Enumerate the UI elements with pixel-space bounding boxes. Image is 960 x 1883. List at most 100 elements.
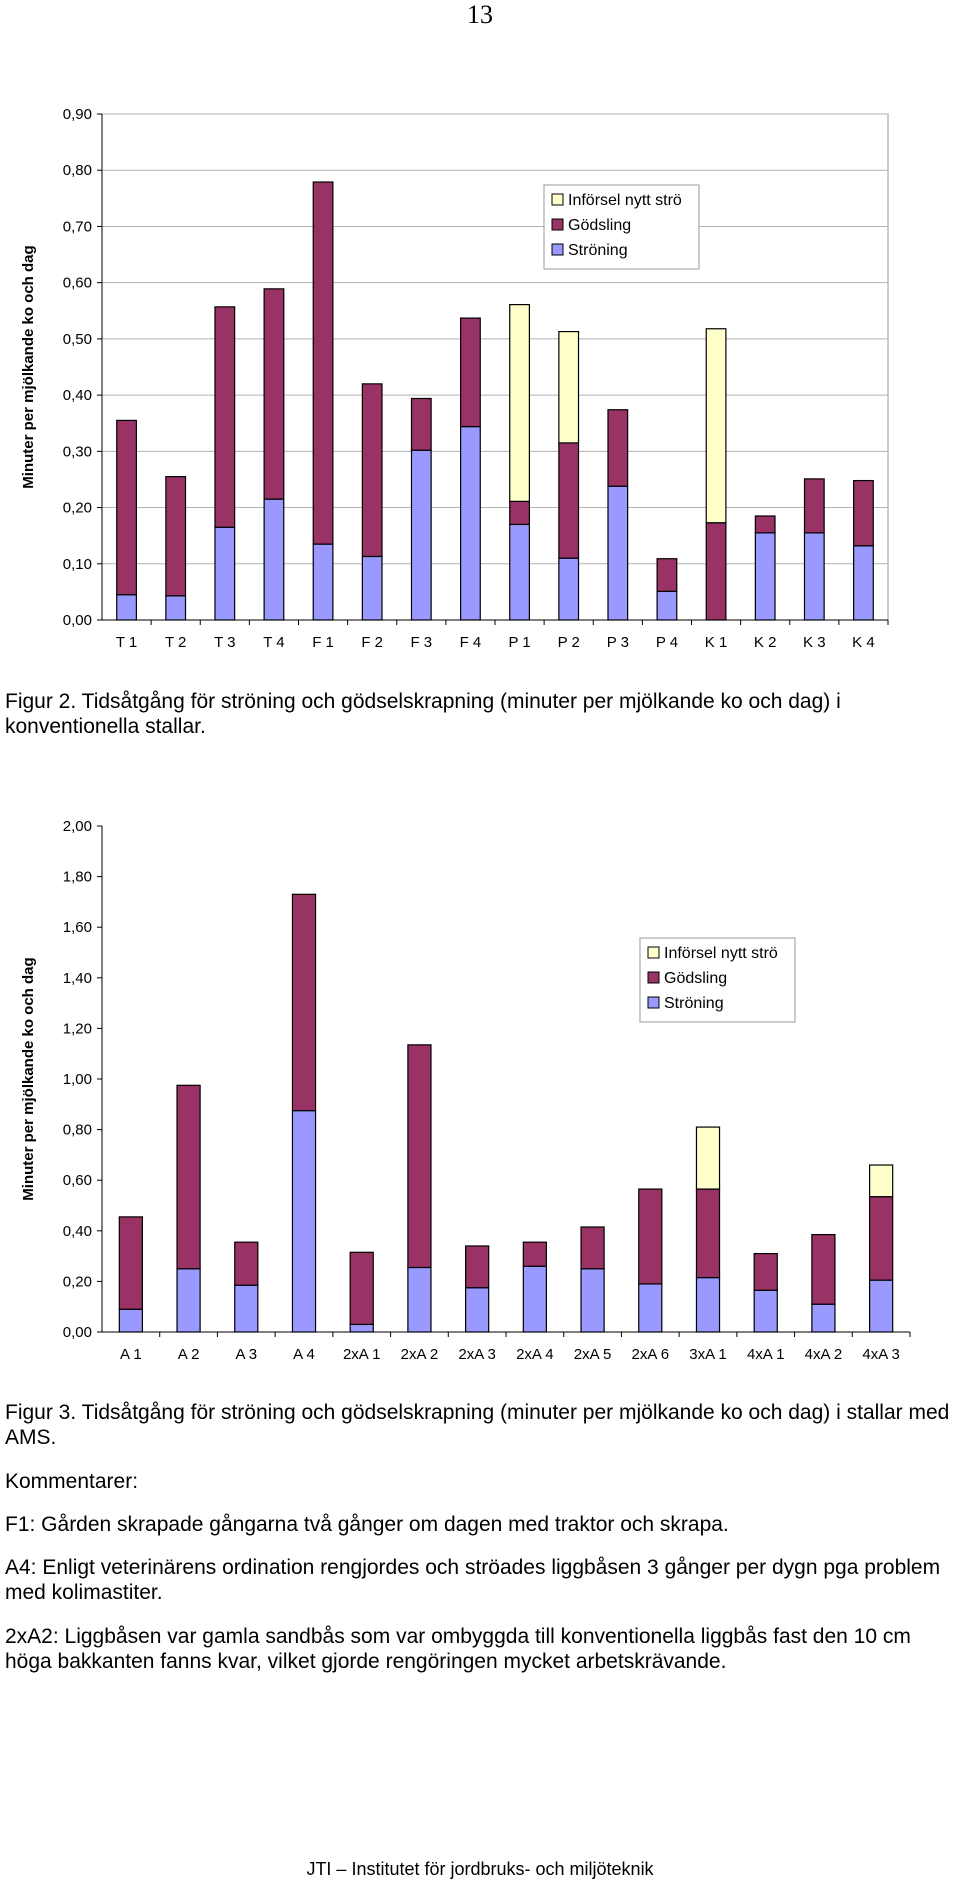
x-tick-label: A 4 [293,1346,315,1363]
x-tick-label: T 2 [165,634,186,651]
legend-swatch [647,946,660,959]
bar-segment-gödsling [580,1226,605,1270]
bar-segment-gödsling [695,1188,721,1279]
y-tick-label: 0,50 [63,331,92,348]
bar-segment-ströning [868,1279,894,1333]
y-tick-label: 0,80 [63,162,92,179]
y-tick-label: 0,60 [63,1172,92,1189]
bar-segment-gödsling [263,288,285,500]
figure-3-caption: Figur 3. Tidsåtgång för ströning och göd… [5,1401,950,1449]
y-tick-label: 0,30 [63,443,92,460]
bar-segment-gödsling [234,1241,259,1286]
bar-segment-gödsling [361,383,383,558]
bar-segment-gödsling [705,522,727,621]
x-tick-label: F 4 [460,634,482,651]
legend-box [543,184,700,270]
y-tick-label: 0,20 [63,500,92,517]
bar-segment-gödsling [312,181,334,545]
bar-segment-gödsling [853,479,874,547]
bar-segment-ströning [263,498,285,621]
bar-segment-gödsling [754,515,776,534]
x-tick-label: K 3 [803,634,826,651]
bar-segment-gödsling [753,1252,778,1291]
bar-segment-ströning [853,545,874,621]
bar-segment-ströning [410,449,432,621]
x-tick-label: 2xA 3 [458,1346,496,1363]
bar-segment-ströning [522,1265,547,1333]
y-tick-label: 1,80 [63,869,92,886]
bar-segment-gödsling [638,1188,663,1285]
y-tick-label: 1,40 [63,970,92,987]
x-tick-label: 3xA 1 [689,1346,727,1363]
x-tick-label: 2xA 2 [401,1346,439,1363]
x-tick-label: F 2 [361,634,383,651]
bar-segment-ströning [580,1268,605,1333]
y-axis-title: Minuter per mjölkande ko och dag [20,245,37,488]
bar-segment-ströning [460,425,481,621]
y-axis-title: Minuter per mjölkande ko och dag [20,957,37,1200]
x-tick-label: K 4 [852,634,875,651]
comments-heading: Kommentarer: [5,1470,139,1493]
comment-2xa2: 2xA2: Liggbåsen var gamla sandbås som va… [5,1625,911,1673]
bar-segment-gödsling [116,419,137,596]
bar-segment-ströning [312,543,334,621]
bar-segment-ströning [349,1323,374,1333]
bar-segment-införsel-nytt-strö [695,1126,721,1190]
y-tick-label: 0,10 [63,556,92,573]
legend-swatch [551,243,564,256]
bar-segment-införsel-nytt-strö [868,1164,894,1198]
x-tick-label: A 1 [120,1346,142,1363]
x-tick-label: F 3 [410,634,432,651]
x-tick-label: F 1 [312,634,334,651]
bar-segment-gödsling [522,1241,547,1267]
bar-segment-ströning [165,595,187,621]
bar-segment-införsel-nytt-strö [558,330,580,444]
y-tick-label: 0,00 [63,612,92,629]
legend-label: Införsel nytt strö [568,192,682,209]
bar-segment-ströning [116,594,137,621]
y-tick-label: 1,20 [63,1020,92,1037]
x-tick-label: P 1 [508,634,530,651]
x-tick-label: 2xA 4 [516,1346,554,1363]
legend-label: Ströning [568,242,628,259]
y-tick-label: 0,80 [63,1122,92,1139]
bar-segment-ströning [214,526,236,621]
bar-segment-ströning [407,1266,432,1333]
x-tick-label: P 3 [607,634,629,651]
figure-2-caption: Figur 2. Tidsåtgång för ströning och göd… [5,690,841,738]
bar-segment-ströning [811,1303,836,1333]
bar-segment-gödsling [811,1233,836,1305]
y-tick-label: 0,00 [63,1324,92,1341]
legend-swatch [551,218,564,231]
x-tick-label: 2xA 6 [632,1346,670,1363]
bar-segment-ströning [558,557,580,621]
bar-segment-ströning [638,1283,663,1333]
y-tick-label: 0,70 [63,218,92,235]
bar-segment-gödsling [460,317,481,428]
legend-swatch [647,996,660,1009]
legend-label: Gödsling [568,217,631,234]
x-tick-label: 4xA 2 [805,1346,843,1363]
y-tick-label: 1,00 [63,1071,92,1088]
bar-segment-ströning [361,555,383,621]
y-tick-label: 0,40 [63,387,92,404]
bar-segment-gödsling [868,1196,894,1281]
bar-segment-ströning [176,1268,201,1333]
x-tick-label: T 1 [116,634,137,651]
legend-label: Ströning [664,995,724,1012]
bar-segment-gödsling [509,500,530,526]
x-tick-label: 2xA 5 [574,1346,612,1363]
bar-segment-gödsling [558,442,580,559]
bar-segment-införsel-nytt-strö [509,303,530,502]
y-tick-label: 1,60 [63,919,92,936]
x-tick-label: T 4 [263,634,284,651]
legend-label: Införsel nytt strö [664,945,778,962]
bar-segment-ströning [695,1277,721,1333]
bar-segment-gödsling [803,478,825,534]
chart-figure-3: 0,00 0,20 0,40 0,60 0,80 1,00 1,20 1,40 1,60 1,80… [20,818,911,1363]
y-tick-label: 0,40 [63,1223,92,1240]
bar-segment-ströning [753,1289,778,1333]
y-tick-label: 0,20 [63,1273,92,1290]
bar-segment-gödsling [607,409,629,487]
x-tick-label: P 4 [656,634,678,651]
